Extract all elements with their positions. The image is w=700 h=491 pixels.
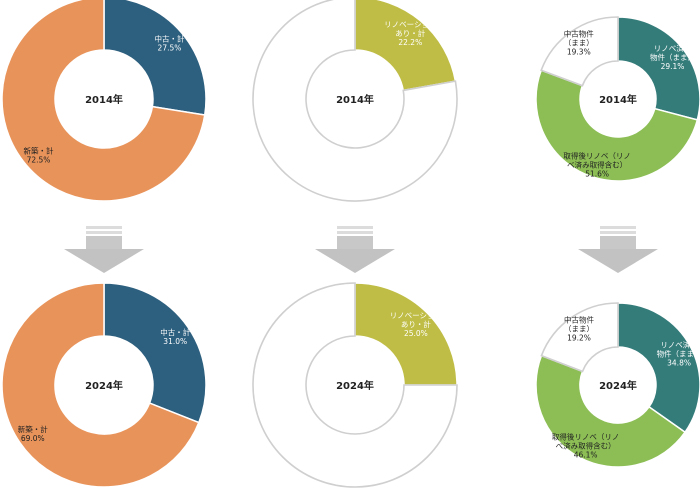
- donut-slice: [1, 0, 206, 202]
- slice-label: 物件（まま）: [650, 52, 695, 62]
- donut-slice: [354, 282, 458, 386]
- down-arrow-icon: [578, 226, 658, 273]
- slice-label: 51.6%: [585, 170, 609, 179]
- slice-label: 中古物件: [564, 28, 594, 38]
- slice-label: 27.5%: [158, 44, 182, 53]
- donut-slice: [252, 0, 458, 202]
- donut-center-year-label: 2024年: [336, 379, 374, 392]
- donut-slice: [1, 282, 200, 488]
- slice-label: 69.0%: [21, 434, 45, 443]
- donut-center-year-label: 2014年: [599, 93, 637, 106]
- slice-label: 46.1%: [574, 451, 598, 460]
- slice-label: 19.2%: [567, 333, 591, 342]
- slice-label: 取得後リノベ（リノ: [563, 151, 631, 161]
- slice-label: 19.3%: [567, 47, 591, 56]
- donut-slice: [103, 282, 207, 424]
- slice-label: リノベ済み: [660, 339, 698, 349]
- donut-slice: [617, 16, 700, 121]
- slice-label: （まま）: [564, 38, 594, 47]
- slice-label: 新築・計: [18, 424, 48, 434]
- slice-label: べ済み取得含む）: [556, 441, 616, 451]
- slice-label: 29.1%: [661, 62, 685, 71]
- slice-label: （まま）: [564, 324, 594, 333]
- donut-center-year-label: 2014年: [336, 93, 374, 106]
- slice-label: 新築・計: [24, 145, 54, 155]
- donut-center-year-label: 2024年: [599, 379, 637, 392]
- slice-label: 中古・計: [160, 327, 190, 337]
- donut-slice: [617, 302, 700, 434]
- donut-slice: [540, 302, 619, 373]
- donut-slice: [252, 282, 458, 488]
- slice-label: 25.0%: [404, 329, 428, 338]
- slice-label: リノベーション: [390, 311, 442, 320]
- slice-label: 31.0%: [163, 337, 187, 346]
- donut-center-year-label: 2014年: [85, 93, 123, 106]
- donut-slice: [540, 16, 619, 87]
- donut-center-year-label: 2024年: [85, 379, 123, 392]
- donut-chart: 中古・計31.0% 新築・計69.0% 2024年: [1, 282, 207, 488]
- slice-label: あり・計: [395, 28, 425, 38]
- donut-slice: [103, 0, 207, 116]
- slice-label: 22.2%: [398, 38, 422, 47]
- donut-slice: [354, 0, 457, 92]
- slice-label: リノベーション: [384, 20, 436, 29]
- slice-label: 34.8%: [667, 358, 691, 367]
- slice-label: べ済み取得含む）: [567, 160, 627, 170]
- down-arrow-icon: [315, 226, 395, 273]
- slice-label: 中古物件: [564, 314, 594, 324]
- slice-label: 72.5%: [27, 155, 51, 164]
- donut-slice: [535, 69, 699, 182]
- slice-label: 取得後リノベ（リノ: [552, 432, 620, 442]
- slice-label: 物件（まま）: [657, 348, 700, 358]
- donut-slice: [535, 354, 687, 468]
- slice-label: 中古・計: [154, 34, 184, 44]
- down-arrow-icon: [64, 226, 144, 273]
- slice-label: リノベ済み: [654, 43, 692, 53]
- donut-chart: 中古・計27.5% 新築・計72.5% 2014年: [1, 0, 207, 202]
- slice-label: あり・計: [401, 319, 431, 329]
